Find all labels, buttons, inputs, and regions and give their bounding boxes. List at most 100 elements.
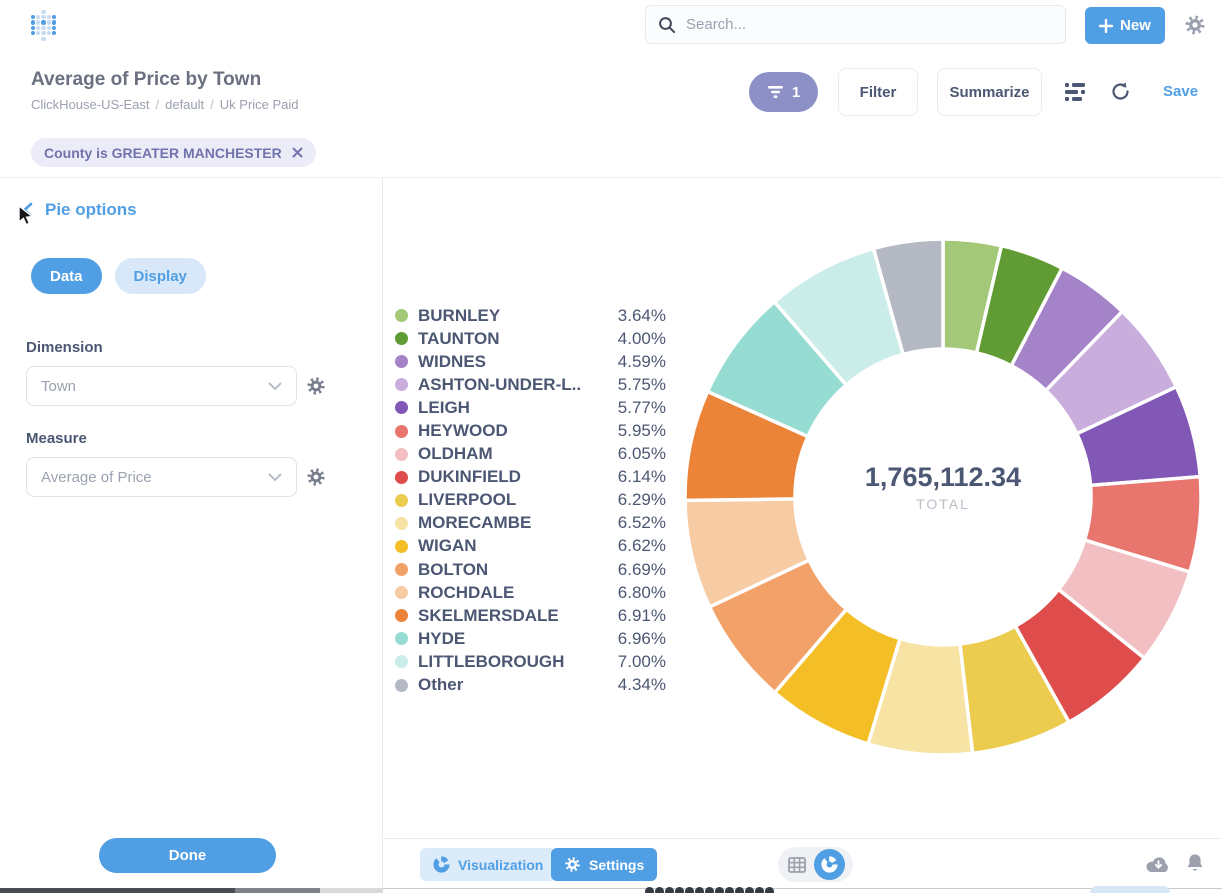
admin-gear-icon[interactable]: [1184, 14, 1206, 36]
legend-item[interactable]: ROCHDALE 6.80%: [395, 581, 666, 604]
measure-settings-gear-icon[interactable]: [306, 467, 326, 487]
sidebar-back-header[interactable]: Pie options: [20, 200, 137, 220]
search-box[interactable]: [645, 5, 1066, 44]
pie-chart-icon: [433, 856, 450, 873]
new-button[interactable]: New: [1085, 7, 1165, 44]
pie-slice[interactable]: [871, 237, 945, 357]
summarize-button[interactable]: Summarize: [937, 68, 1042, 116]
save-button[interactable]: Save: [1163, 83, 1199, 100]
legend-item[interactable]: LIVERPOOL 6.29%: [395, 489, 666, 512]
legend-value: 6.29%: [617, 490, 666, 510]
filter-count-badge[interactable]: 1: [749, 72, 818, 112]
bottom-edge-gray-strip: [235, 888, 320, 893]
notebook-editor-icon[interactable]: [1064, 82, 1086, 107]
legend-value: 7.00%: [617, 651, 666, 671]
legend-item[interactable]: MORECAMBE 6.52%: [395, 512, 666, 535]
legend-swatch: [395, 539, 408, 553]
legend-value: 6.62%: [617, 536, 666, 556]
dimension-settings-gear-icon[interactable]: [306, 376, 326, 396]
legend-swatch: [395, 516, 408, 530]
visualization-button[interactable]: Visualization: [420, 848, 557, 881]
legend-item[interactable]: OLDHAM 6.05%: [395, 443, 666, 466]
measure-label: Measure: [26, 430, 87, 447]
bottom-edge-pill: [1090, 886, 1170, 893]
legend-swatch: [395, 355, 408, 369]
legend-item[interactable]: Other 4.34%: [395, 674, 666, 697]
legend-item[interactable]: DUKINFIELD 6.14%: [395, 466, 666, 489]
chevron-down-icon: [268, 382, 282, 391]
legend-item[interactable]: SKELMERSDALE 6.91%: [395, 604, 666, 627]
tab-display[interactable]: Display: [114, 258, 206, 294]
legend-value: 5.95%: [617, 421, 666, 441]
legend-value: 6.14%: [617, 467, 666, 487]
legend-value: 5.77%: [617, 397, 666, 417]
dimension-label: Dimension: [26, 339, 103, 356]
legend-value: 4.34%: [617, 675, 666, 695]
notifications-bell-icon[interactable]: [1186, 853, 1204, 879]
chevron-left-icon[interactable]: [20, 201, 36, 219]
legend-label: HYDE: [418, 628, 466, 648]
dimension-select[interactable]: Town: [26, 366, 297, 406]
tab-data[interactable]: Data: [31, 258, 102, 294]
legend-swatch: [395, 493, 408, 507]
new-button-label: New: [1120, 17, 1151, 34]
legend-label: WIGAN: [418, 536, 477, 556]
close-icon[interactable]: [292, 147, 303, 158]
legend-item[interactable]: WIGAN 6.62%: [395, 535, 666, 558]
table-view-icon[interactable]: [784, 852, 810, 878]
legend-item[interactable]: LITTLEBOROUGH 7.00%: [395, 650, 666, 673]
legend-value: 3.64%: [617, 305, 666, 325]
legend-label: LEIGH: [418, 397, 470, 417]
applied-filter-text: County is GREATER MANCHESTER: [44, 144, 282, 161]
legend-item[interactable]: ASHTON-UNDER-L.. 5.75%: [395, 373, 666, 396]
legend-value: 6.96%: [617, 628, 666, 648]
legend-item[interactable]: TAUNTON 4.00%: [395, 327, 666, 350]
legend-value: 6.69%: [617, 559, 666, 579]
measure-select[interactable]: Average of Price: [26, 457, 297, 497]
visualization-label: Visualization: [458, 856, 544, 873]
legend-item[interactable]: LEIGH 5.77%: [395, 396, 666, 419]
legend-label: TAUNTON: [418, 328, 500, 348]
refresh-icon[interactable]: [1109, 80, 1132, 108]
legend-label: SKELMERSDALE: [418, 605, 559, 625]
legend-value: 6.91%: [617, 605, 666, 625]
metabase-logo[interactable]: [30, 9, 58, 41]
legend-swatch: [395, 401, 408, 415]
chart-legend: BURNLEY 3.64% TAUNTON 4.00% WIDNES 4.59%…: [395, 304, 666, 697]
legend-label: BOLTON: [418, 559, 489, 579]
breadcrumb-database[interactable]: ClickHouse-US-East: [31, 97, 150, 112]
legend-item[interactable]: BOLTON 6.69%: [395, 558, 666, 581]
download-icon[interactable]: [1146, 855, 1171, 878]
legend-swatch: [395, 609, 408, 623]
legend-item[interactable]: HEYWOOD 5.95%: [395, 419, 666, 442]
applied-filter-chip[interactable]: County is GREATER MANCHESTER: [31, 138, 316, 167]
page-title[interactable]: Average of Price by Town: [31, 69, 262, 90]
settings-button[interactable]: Settings: [551, 848, 658, 881]
bottom-edge-dark-strip: [0, 888, 235, 893]
top-nav: New: [0, 0, 1222, 50]
filter-count: 1: [791, 83, 801, 101]
legend-value: 6.05%: [617, 444, 666, 464]
breadcrumb[interactable]: ClickHouse-US-East / default / Uk Price Paid: [31, 97, 299, 112]
legend-swatch: [395, 424, 408, 438]
filter-button[interactable]: Filter: [838, 68, 918, 116]
breadcrumb-table[interactable]: Uk Price Paid: [219, 97, 299, 112]
sidebar-divider: [382, 178, 383, 893]
legend-item[interactable]: HYDE 6.96%: [395, 627, 666, 650]
legend-label: ASHTON-UNDER-L..: [418, 374, 582, 394]
legend-item[interactable]: WIDNES 4.59%: [395, 350, 666, 373]
sidebar-tabs: Data Display: [31, 258, 206, 294]
legend-item[interactable]: BURNLEY 3.64%: [395, 304, 666, 327]
breadcrumb-schema[interactable]: default: [165, 97, 205, 112]
legend-swatch: [395, 447, 408, 461]
legend-swatch: [395, 586, 408, 600]
legend-value: 6.52%: [617, 513, 666, 533]
legend-label: HEYWOOD: [418, 421, 508, 441]
legend-swatch: [395, 309, 408, 323]
search-input[interactable]: [686, 16, 1053, 33]
legend-value: 5.75%: [617, 374, 666, 394]
bottom-edge-light-strip: [320, 888, 383, 893]
pie-view-icon[interactable]: [814, 849, 845, 880]
done-button[interactable]: Done: [99, 838, 276, 873]
donut-chart: [683, 237, 1203, 757]
